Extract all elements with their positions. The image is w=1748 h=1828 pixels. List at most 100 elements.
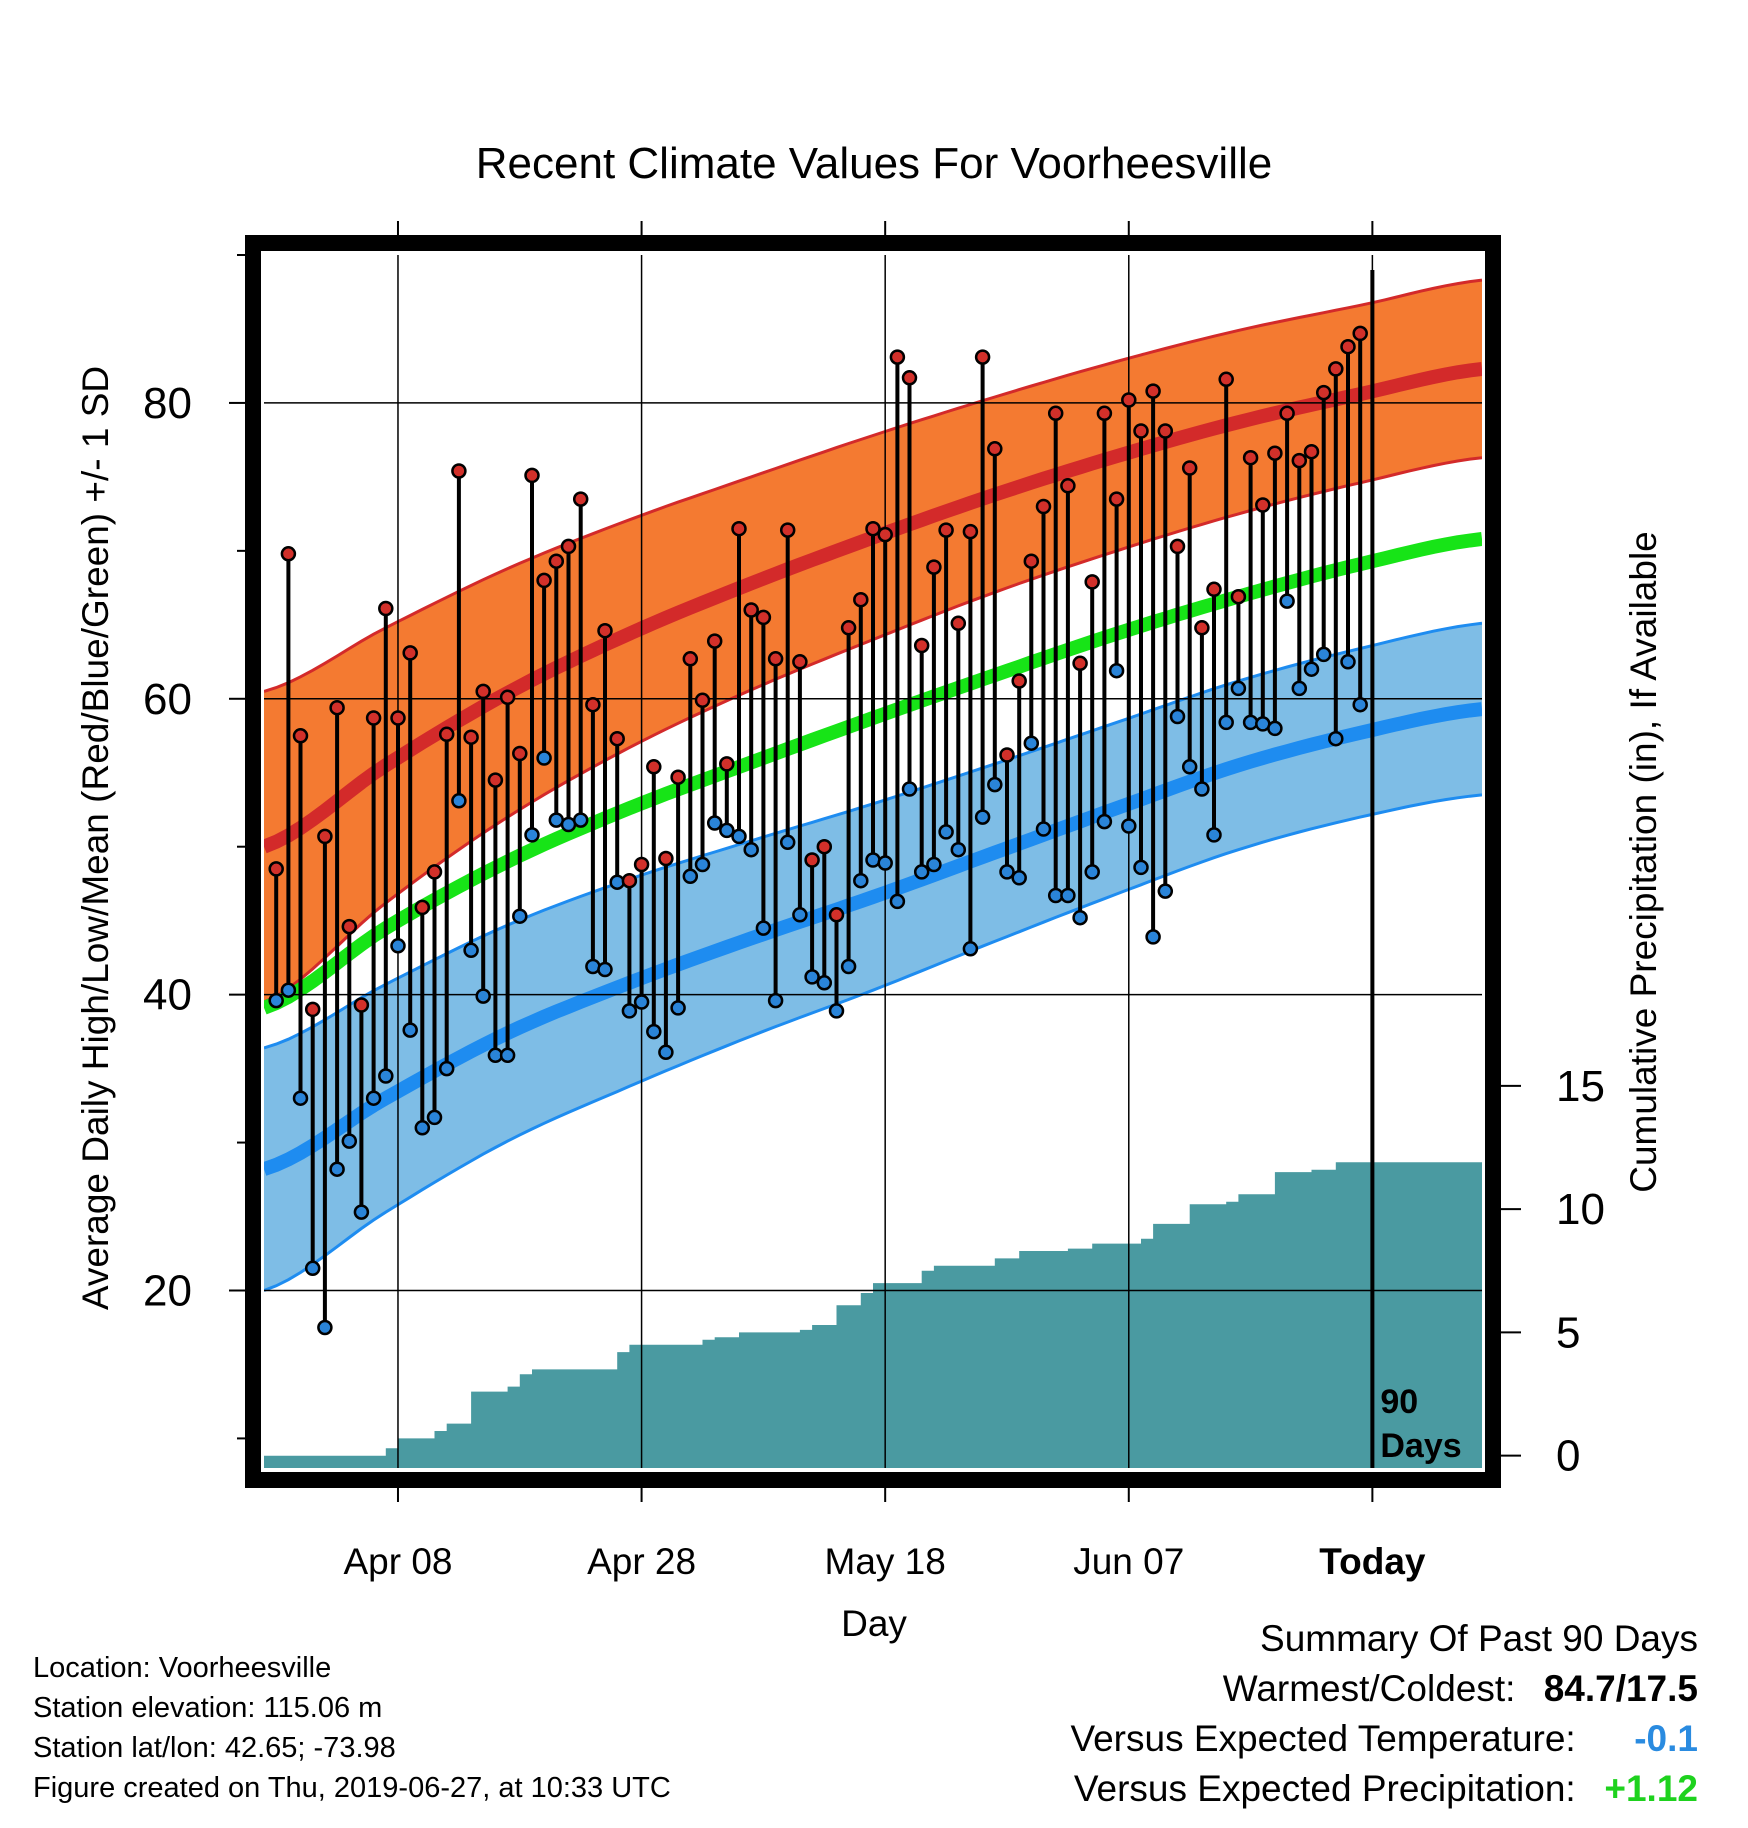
high-temp-point: [889, 349, 906, 365]
low-temp-point: [1279, 593, 1295, 609]
low-temp-point: [463, 942, 479, 959]
high-temp-point: [1303, 443, 1320, 460]
x-axis-title: Day: [841, 1603, 907, 1644]
y-tick-label: 80: [143, 379, 192, 428]
low-temp-point: [1084, 864, 1100, 880]
high-temp-point: [487, 772, 504, 788]
low-temp-point: [670, 1000, 686, 1016]
high-temp-point: [414, 899, 431, 916]
y2-tick-label: 15: [1556, 1062, 1605, 1111]
high-temp-point: [706, 633, 723, 649]
high-temp-point: [365, 710, 382, 726]
high-temp-point: [499, 689, 516, 706]
high-temp-point: [341, 918, 358, 935]
high-temp-point: [853, 591, 869, 608]
y-tick-label: 20: [143, 1266, 192, 1315]
high-temp-point: [694, 692, 711, 709]
y-tick-label: 60: [143, 675, 192, 724]
y2-axis-title: Cumulative Precipitation (in), If Availa…: [1623, 531, 1664, 1193]
low-temp-point: [755, 920, 772, 936]
summary-temp-value: -0.1: [1634, 1718, 1698, 1759]
low-temp-point: [292, 1090, 309, 1106]
low-temp-point: [414, 1120, 431, 1136]
low-temp-point: [962, 941, 979, 957]
high-temp-point: [524, 467, 540, 484]
low-temp-point: [816, 975, 833, 991]
high-temp-point: [1011, 673, 1027, 689]
low-temp-point: [378, 1068, 394, 1084]
plot-content: [264, 255, 1482, 1468]
high-temp-point: [317, 828, 333, 845]
low-temp-point: [1303, 661, 1320, 677]
summary-precip-value: +1.12: [1604, 1768, 1698, 1809]
low-temp-point: [828, 1003, 845, 1019]
high-temp-point: [572, 491, 589, 507]
high-temp-point: [938, 522, 954, 538]
low-temp-point: [901, 781, 918, 797]
high-temp-point: [1315, 384, 1332, 401]
high-temp-point: [1328, 361, 1344, 377]
low-temp-point: [1108, 662, 1125, 679]
low-temp-point: [779, 834, 796, 851]
low-temp-point: [451, 793, 467, 809]
high-temp-point: [280, 546, 297, 562]
high-temp-point: [292, 728, 309, 744]
today-days-label-1: 90: [1380, 1383, 1418, 1421]
summary-warmest-value: 84.7/17.5: [1543, 1668, 1698, 1709]
high-temp-point: [743, 602, 759, 618]
summary-title: Summary Of Past 90 Days: [1260, 1618, 1698, 1659]
x-tick-label: May 18: [825, 1541, 946, 1582]
low-temp-point: [706, 815, 723, 831]
low-temp-point: [1218, 714, 1234, 731]
plot-area: 90 Days Apr 08 Apr 28 May 18 Jun 07 Today 20 40 6…: [143, 221, 1605, 1582]
low-temp-point: [390, 938, 406, 954]
high-temp-point: [1157, 423, 1174, 439]
y2-tick-label: 5: [1556, 1308, 1580, 1357]
low-temp-point: [840, 958, 857, 975]
low-temp-point: [1072, 909, 1088, 926]
summary-temp: Versus Expected Temperature: -0.1: [1070, 1714, 1698, 1764]
low-temp-point: [767, 992, 784, 1009]
low-temp-point: [1060, 887, 1076, 904]
high-temp-point: [1181, 460, 1198, 476]
high-temp-point: [1060, 478, 1076, 494]
high-temp-point: [1206, 581, 1222, 598]
high-temp-point: [1121, 392, 1137, 408]
high-temp-point: [1084, 574, 1100, 590]
high-temp-point: [1047, 405, 1064, 422]
low-temp-point: [950, 841, 967, 858]
high-temp-point: [585, 696, 601, 713]
high-temp-point: [779, 522, 796, 538]
low-temp-point: [1340, 654, 1356, 670]
low-temp-point: [719, 822, 735, 839]
high-temp-point: [633, 856, 650, 873]
high-temp-point: [1279, 405, 1295, 422]
low-temp-point: [475, 988, 491, 1004]
high-temp-point: [1023, 553, 1040, 569]
high-temp-point: [475, 683, 491, 700]
high-temp-point: [865, 520, 881, 537]
low-temp-point: [304, 1260, 321, 1277]
summary-warmest-label: Warmest/Coldest:: [1222, 1668, 1516, 1709]
x-tick-label: Today: [1319, 1541, 1426, 1582]
low-temp-point: [877, 855, 893, 871]
summary-panel: Summary Of Past 90 Days Warmest/Coldest:…: [1070, 1614, 1698, 1814]
high-temp-point: [962, 523, 979, 540]
high-temp-point: [1108, 491, 1125, 507]
low-temp-point: [1121, 818, 1137, 834]
high-temp-point: [1072, 655, 1088, 672]
high-temp-point: [804, 852, 820, 868]
high-temp-point: [719, 756, 735, 772]
high-temp-point: [658, 850, 674, 867]
low-temp-point: [1169, 708, 1186, 725]
low-temp-point: [1035, 821, 1052, 837]
high-temp-point: [1133, 423, 1149, 439]
high-temp-point: [621, 872, 638, 889]
low-temp-point: [1328, 730, 1344, 747]
precip-area: [264, 1162, 1482, 1468]
low-temp-point: [1206, 827, 1222, 843]
chart-title: Recent Climate Values For Voorheesville: [476, 139, 1272, 188]
high-temp-point: [792, 654, 808, 670]
station-latlon: Station lat/lon: 42.65; -73.98: [33, 1732, 396, 1764]
